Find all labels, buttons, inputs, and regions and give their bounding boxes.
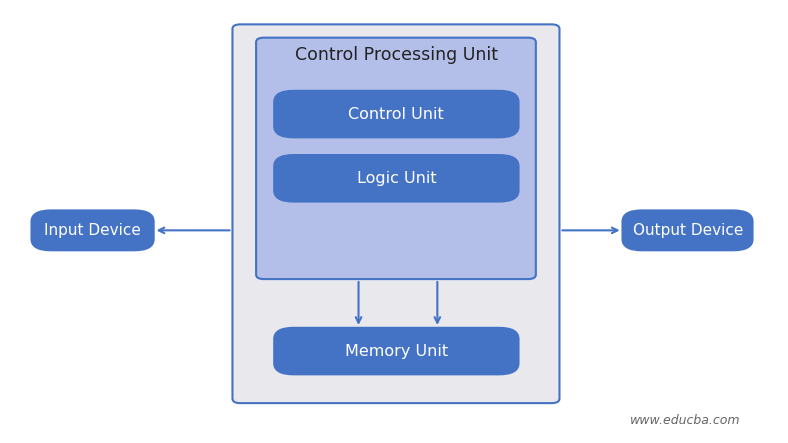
FancyBboxPatch shape (274, 328, 519, 374)
Text: Logic Unit: Logic Unit (356, 171, 437, 186)
Text: Input Device: Input Device (44, 223, 140, 238)
FancyBboxPatch shape (274, 155, 519, 202)
FancyBboxPatch shape (274, 91, 519, 137)
FancyBboxPatch shape (623, 210, 753, 250)
FancyBboxPatch shape (232, 24, 559, 403)
Text: Memory Unit: Memory Unit (345, 344, 448, 359)
FancyBboxPatch shape (32, 210, 154, 250)
Text: Control Unit: Control Unit (348, 107, 444, 122)
Text: www.educba.com: www.educba.com (630, 415, 741, 427)
Text: Control Processing Unit: Control Processing Unit (295, 47, 498, 64)
Text: Output Device: Output Device (633, 223, 743, 238)
FancyBboxPatch shape (256, 38, 536, 279)
